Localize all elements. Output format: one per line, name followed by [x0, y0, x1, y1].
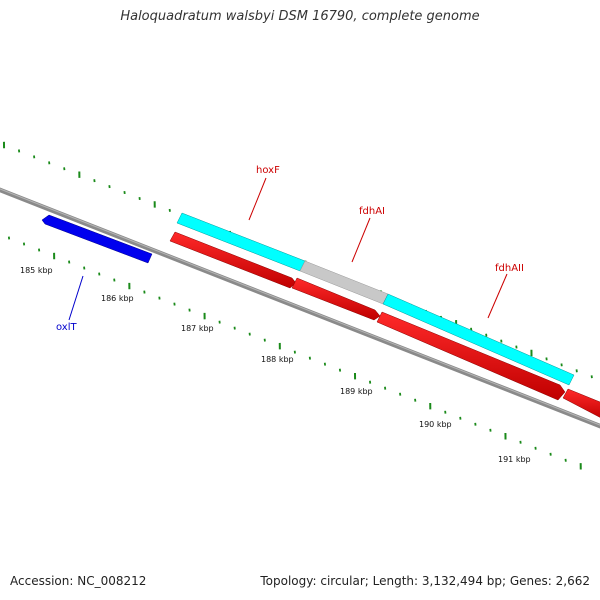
genome-backbone: [0, 187, 600, 429]
accession-text: Accession: NC_008212: [10, 574, 147, 588]
gene-label-fdhAI: fdhAI: [359, 206, 385, 217]
map-title: Haloquadratum walsbyi DSM 16790, complet…: [120, 9, 480, 24]
genome-summary-text: Topology: circular; Length: 3,132,494 bp…: [260, 574, 590, 588]
ruler-inner-ticks: [7, 236, 582, 470]
label-line-oxlT: [68, 275, 84, 321]
gene-label-fdhAII: fdhAII: [495, 263, 524, 274]
cds-fdhAI-arrow[interactable]: [291, 277, 381, 321]
label-line-fdhAI: [351, 217, 371, 263]
ruler-label-187: 187 kbp: [181, 324, 214, 333]
gene-label-oxlT: oxlT: [56, 322, 78, 333]
gene-oxlT-arrow[interactable]: [41, 214, 153, 264]
ruler-label-186: 186 kbp: [101, 294, 134, 303]
ruler-label-190: 190 kbp: [419, 420, 452, 429]
gene-label-hoxF: hoxF: [256, 165, 280, 176]
ruler-label-191: 191 kbp: [498, 455, 531, 464]
ruler-label-188: 188 kbp: [261, 355, 294, 364]
cds-next-arrow[interactable]: [562, 388, 600, 420]
ruler-label-189: 189 kbp: [340, 387, 373, 396]
ruler-label-185: 185 kbp: [20, 266, 53, 275]
gene-fdhAII-bar[interactable]: [382, 293, 575, 386]
cds-fdhAII-arrow[interactable]: [376, 311, 566, 401]
label-line-fdhAII: [487, 273, 508, 319]
label-line-hoxF: [248, 177, 267, 221]
